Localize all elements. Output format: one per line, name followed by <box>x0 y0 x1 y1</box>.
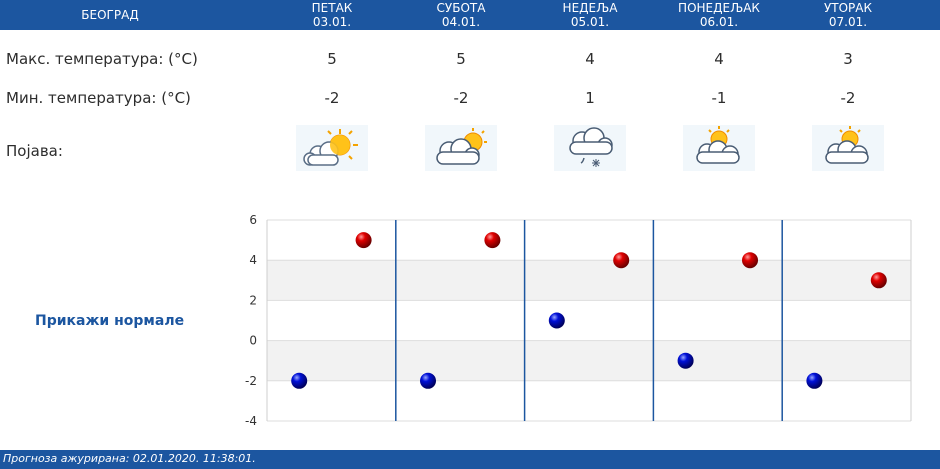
day-date: 07.01. <box>828 15 868 29</box>
min-temp-point <box>677 352 694 369</box>
min-temp-point <box>420 372 436 389</box>
min-temp-value: -1 <box>711 89 727 107</box>
plot-band <box>267 260 911 301</box>
day-header-4: ПОНЕДЕЉАК 06.01. <box>664 1 774 29</box>
day-name: ПЕТАК <box>311 1 353 15</box>
day-date: 05.01. <box>570 15 610 29</box>
sun-cloud-icon <box>296 125 368 171</box>
footer-bar: Прогноза ажурирана: 02.01.2020. 11:38:01… <box>0 450 940 469</box>
day-name: ПОНЕДЕЉАК <box>678 1 760 15</box>
day-header-1: ПЕТАК 03.01. <box>277 1 387 29</box>
min-temp-point <box>806 372 823 389</box>
max-temp-value: 4 <box>585 50 595 68</box>
sun-cloud-icon <box>812 125 884 171</box>
forecast-updated-text: Прогноза ажурирана: 02.01.2020. 11:38:01… <box>3 452 256 465</box>
city-name: БЕОГРАД <box>81 8 139 22</box>
min-temp-label: Мин. температура: (°C) <box>6 89 191 107</box>
min-temp-point <box>548 312 565 329</box>
day-header-5: УТОРАК 07.01. <box>793 1 903 29</box>
y-tick-label: 0 <box>249 334 257 348</box>
forecast-header: БЕОГРАД ПЕТАК 03.01. СУБОТА 04.01. НЕДЕЉ… <box>0 0 940 30</box>
min-temp-value: 1 <box>585 89 595 107</box>
cloud-rain-snow-icon <box>554 125 626 171</box>
cloud-sun-icon <box>425 125 497 171</box>
plot-band <box>267 340 911 381</box>
day-header-3: НЕДЕЉА 05.01. <box>535 1 645 29</box>
max-temp-point <box>484 232 501 249</box>
sun-cloud-icon <box>683 125 755 171</box>
day-header-2: СУБОТА 04.01. <box>406 1 516 29</box>
plot-band <box>267 220 911 261</box>
day-name: СУБОТА <box>436 1 486 15</box>
max-temp-point <box>742 252 758 269</box>
max-temp-value: 5 <box>327 50 337 68</box>
y-tick-label: 6 <box>249 213 257 227</box>
max-temp-point <box>613 252 630 269</box>
max-temp-point <box>870 272 887 289</box>
y-tick-label: 2 <box>249 293 257 307</box>
min-temp-value: -2 <box>324 89 340 107</box>
day-date: 03.01. <box>312 15 352 29</box>
max-temp-value: 5 <box>456 50 466 68</box>
max-temp-value: 4 <box>714 50 724 68</box>
min-temp-value: -2 <box>840 89 856 107</box>
show-normals-link[interactable]: Прикажи нормале <box>35 313 185 329</box>
y-tick-label: -2 <box>245 374 257 388</box>
day-name: УТОРАК <box>823 1 873 15</box>
max-temp-label: Макс. температура: (°C) <box>6 50 198 68</box>
phenomenon-label: Појава: <box>6 142 63 160</box>
day-name: НЕДЕЉА <box>562 1 618 15</box>
y-tick-label: -4 <box>245 414 257 428</box>
day-date: 06.01. <box>699 15 739 29</box>
y-tick-label: 4 <box>249 253 257 267</box>
day-date: 04.01. <box>441 15 481 29</box>
plot-band <box>267 380 911 421</box>
plot-band <box>267 300 911 341</box>
max-temp-value: 3 <box>843 50 853 68</box>
temperature-chart: 6 4 2 0 -2 -4 <box>245 213 912 428</box>
max-temp-point <box>355 232 372 249</box>
min-temp-value: -2 <box>453 89 469 107</box>
min-temp-point <box>291 372 308 389</box>
